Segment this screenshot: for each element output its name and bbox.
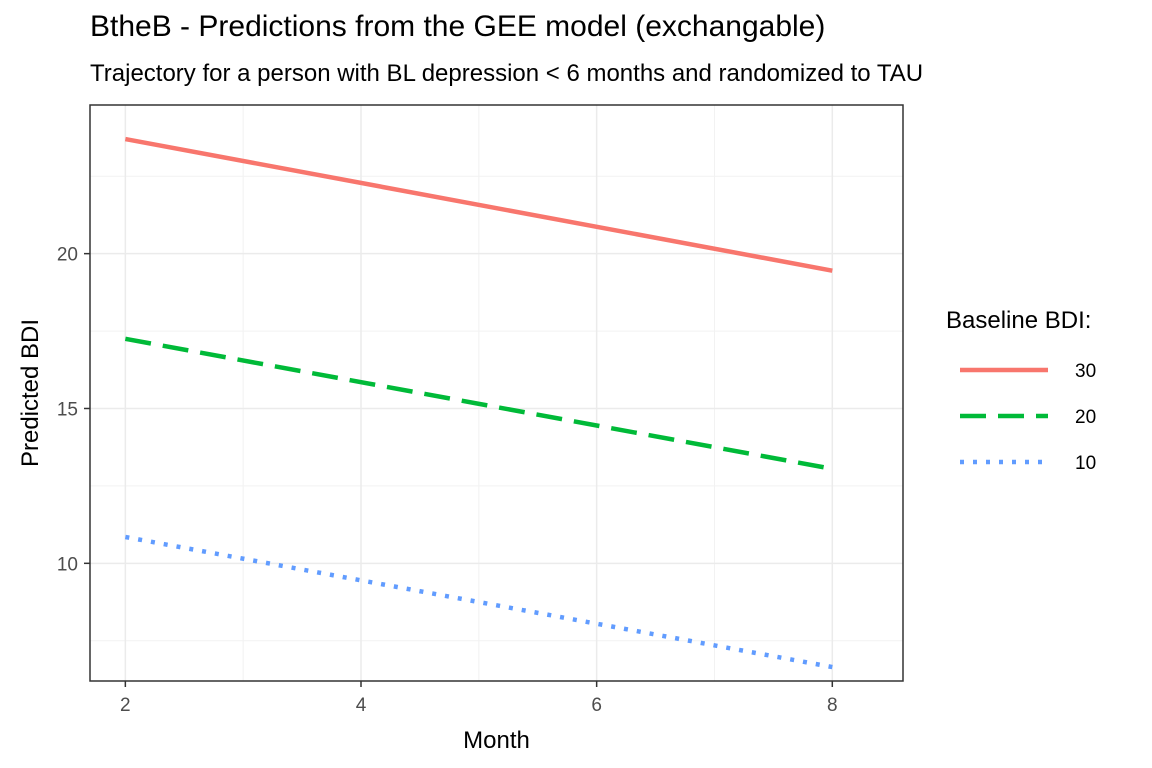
y-tick-label: 10 <box>57 554 78 575</box>
y-tick-label: 15 <box>57 399 78 420</box>
x-tick-label: 8 <box>827 695 838 716</box>
legend-label-10: 10 <box>1075 453 1096 474</box>
x-tick-label: 6 <box>591 695 602 716</box>
chart-title: BtheB - Predictions from the GEE model (… <box>90 10 826 43</box>
series-line-10 <box>124 534 833 670</box>
x-tick-label: 4 <box>356 695 367 716</box>
series-line-30 <box>124 136 833 273</box>
x-axis-label: Month <box>463 727 530 754</box>
series-line-20 <box>124 336 833 472</box>
y-axis-label: Predicted BDI <box>17 319 44 467</box>
legend-label-30: 30 <box>1075 361 1096 382</box>
plot-border <box>89 104 904 682</box>
legend-label-20: 20 <box>1075 407 1096 428</box>
y-tick-label: 20 <box>57 245 78 266</box>
chart-subtitle: Trajectory for a person with BL depressi… <box>90 60 924 87</box>
x-tick-label: 2 <box>120 695 131 716</box>
plot-panel <box>90 105 903 681</box>
legend-title: Baseline BDI: <box>946 307 1091 334</box>
